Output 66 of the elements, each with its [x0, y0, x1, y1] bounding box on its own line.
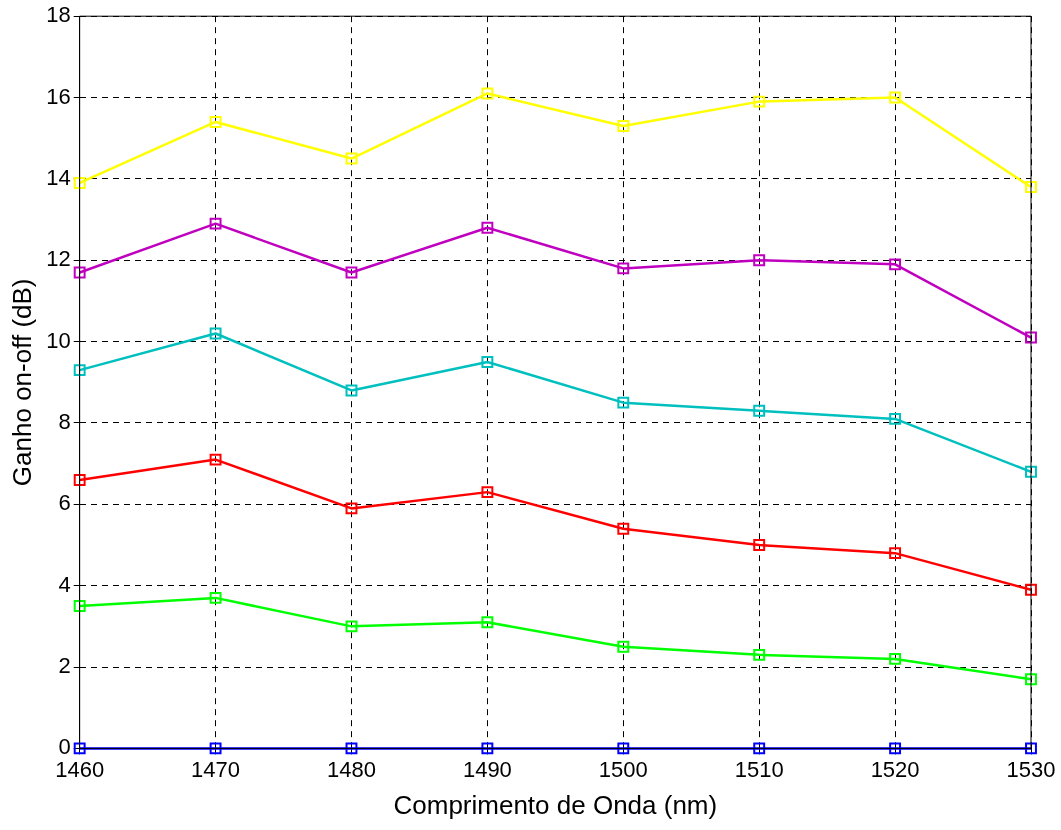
x-tick-label: 1500	[598, 756, 648, 782]
y-tick-label: 18	[46, 2, 71, 28]
point	[617, 742, 630, 755]
point	[889, 258, 902, 271]
point	[753, 404, 766, 417]
x-tick-label: 1490	[462, 756, 512, 782]
y-tick-label: 2	[58, 653, 71, 679]
point	[889, 412, 902, 425]
point	[617, 396, 630, 409]
point	[481, 742, 494, 755]
x-tick-label: 1510	[734, 756, 784, 782]
point	[481, 87, 494, 100]
point	[481, 356, 494, 368]
point	[209, 453, 222, 466]
point	[1025, 181, 1037, 193]
point	[889, 547, 902, 560]
point	[889, 742, 902, 755]
point	[73, 266, 86, 279]
y-tick-label: 16	[46, 83, 71, 109]
point	[73, 177, 86, 189]
point	[1025, 465, 1037, 478]
point	[1025, 583, 1037, 596]
point	[1025, 331, 1037, 344]
y-tick-label: 14	[46, 164, 71, 190]
point	[73, 473, 86, 486]
point	[617, 120, 630, 132]
point	[209, 116, 222, 128]
point	[73, 742, 86, 755]
y-tick-label: 6	[58, 490, 71, 516]
point	[889, 91, 902, 104]
point	[481, 221, 494, 234]
point	[73, 600, 86, 612]
point	[209, 217, 222, 230]
y-tick-label: 8	[58, 409, 71, 435]
point	[73, 364, 86, 377]
y-tick-label: 4	[58, 571, 71, 597]
point	[209, 591, 222, 604]
point	[481, 486, 494, 499]
y-axis-title: Ganho on-off (dB)	[6, 278, 37, 487]
point	[1025, 673, 1037, 686]
point	[753, 742, 766, 755]
point	[1025, 742, 1037, 755]
point	[753, 95, 766, 108]
point	[345, 152, 358, 165]
y-tick-label: 10	[46, 327, 71, 353]
point	[209, 327, 222, 340]
point	[345, 266, 358, 279]
point	[345, 384, 358, 397]
point	[753, 648, 766, 661]
point	[617, 522, 630, 535]
point	[753, 254, 766, 267]
point	[889, 652, 902, 665]
point	[345, 742, 358, 755]
point	[209, 742, 222, 755]
point	[481, 616, 494, 629]
x-axis-title: Comprimento de Onda (nm)	[393, 789, 718, 820]
x-tick-label: 1470	[191, 756, 241, 782]
x-tick-label: 1530	[1006, 756, 1056, 782]
x-tick-label: 1480	[327, 756, 376, 782]
point	[345, 502, 358, 515]
point	[617, 262, 630, 275]
point	[617, 640, 630, 653]
point	[345, 620, 358, 633]
point	[753, 539, 766, 551]
x-tick-label: 1520	[870, 756, 920, 782]
y-tick-label: 12	[46, 246, 71, 272]
